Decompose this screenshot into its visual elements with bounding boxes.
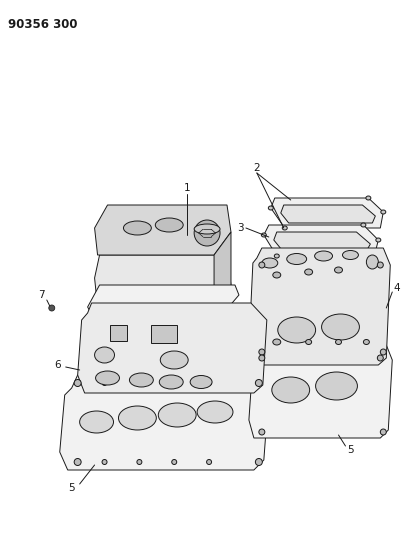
Ellipse shape xyxy=(102,381,107,385)
Ellipse shape xyxy=(336,340,342,344)
Ellipse shape xyxy=(172,459,177,464)
Text: 5: 5 xyxy=(69,483,75,493)
Polygon shape xyxy=(249,345,392,438)
Ellipse shape xyxy=(118,406,156,430)
Ellipse shape xyxy=(268,206,273,210)
Ellipse shape xyxy=(334,267,342,273)
Ellipse shape xyxy=(207,459,212,464)
Ellipse shape xyxy=(259,355,265,361)
Ellipse shape xyxy=(49,305,55,311)
Ellipse shape xyxy=(74,379,81,386)
Ellipse shape xyxy=(273,339,281,345)
Ellipse shape xyxy=(74,458,81,465)
Ellipse shape xyxy=(102,459,107,464)
Polygon shape xyxy=(95,255,231,307)
Ellipse shape xyxy=(159,375,183,389)
Ellipse shape xyxy=(262,258,278,268)
Text: 7: 7 xyxy=(38,290,45,300)
Ellipse shape xyxy=(194,220,220,246)
Ellipse shape xyxy=(80,411,113,433)
Text: 3: 3 xyxy=(238,223,244,233)
Ellipse shape xyxy=(194,224,220,234)
Polygon shape xyxy=(281,205,375,223)
Text: 1: 1 xyxy=(184,183,190,193)
Ellipse shape xyxy=(367,255,378,269)
Ellipse shape xyxy=(137,459,142,464)
Text: 4: 4 xyxy=(394,283,401,293)
Ellipse shape xyxy=(380,429,386,435)
Ellipse shape xyxy=(278,317,316,343)
Ellipse shape xyxy=(381,210,386,214)
Polygon shape xyxy=(271,198,383,228)
Ellipse shape xyxy=(255,458,262,465)
Polygon shape xyxy=(214,232,231,307)
Ellipse shape xyxy=(95,347,115,363)
Ellipse shape xyxy=(255,379,262,386)
Text: 5: 5 xyxy=(347,445,354,455)
Polygon shape xyxy=(78,303,267,393)
Ellipse shape xyxy=(305,269,313,275)
Ellipse shape xyxy=(273,272,281,278)
Ellipse shape xyxy=(95,371,119,385)
Ellipse shape xyxy=(130,373,153,387)
Ellipse shape xyxy=(366,196,371,200)
Ellipse shape xyxy=(274,254,279,258)
Ellipse shape xyxy=(137,381,142,385)
Ellipse shape xyxy=(287,254,307,264)
Text: 2: 2 xyxy=(253,163,260,173)
Ellipse shape xyxy=(124,221,151,235)
Ellipse shape xyxy=(306,340,312,344)
Ellipse shape xyxy=(197,401,233,423)
Polygon shape xyxy=(95,205,231,255)
Ellipse shape xyxy=(259,349,265,355)
Polygon shape xyxy=(274,232,371,251)
Ellipse shape xyxy=(155,218,183,232)
Text: 90356 300: 90356 300 xyxy=(8,18,77,31)
Bar xyxy=(109,325,128,341)
Ellipse shape xyxy=(190,376,212,389)
Ellipse shape xyxy=(158,403,196,427)
Ellipse shape xyxy=(380,349,386,355)
Text: 6: 6 xyxy=(55,360,61,370)
Ellipse shape xyxy=(363,340,369,344)
Ellipse shape xyxy=(342,251,358,260)
Ellipse shape xyxy=(315,251,332,261)
Ellipse shape xyxy=(172,381,177,385)
Ellipse shape xyxy=(259,429,265,435)
Ellipse shape xyxy=(376,238,381,242)
Ellipse shape xyxy=(282,226,287,230)
Polygon shape xyxy=(249,248,390,365)
Bar xyxy=(151,325,177,343)
Ellipse shape xyxy=(322,314,359,340)
Ellipse shape xyxy=(272,377,310,403)
Ellipse shape xyxy=(207,381,212,385)
Ellipse shape xyxy=(261,233,266,237)
Ellipse shape xyxy=(316,372,357,400)
Ellipse shape xyxy=(377,355,383,361)
Polygon shape xyxy=(87,285,239,316)
Ellipse shape xyxy=(160,351,188,369)
Polygon shape xyxy=(60,375,269,470)
Ellipse shape xyxy=(259,262,265,268)
Ellipse shape xyxy=(377,262,383,268)
Polygon shape xyxy=(264,225,378,256)
Ellipse shape xyxy=(361,223,366,227)
